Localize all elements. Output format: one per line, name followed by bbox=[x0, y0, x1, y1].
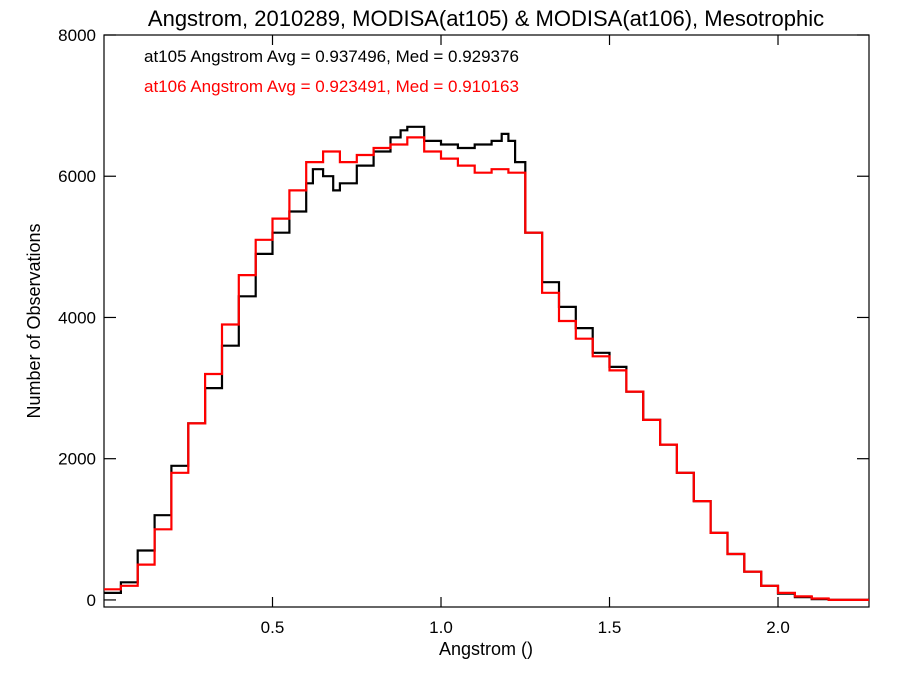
axis-ticks: 0.5 1.0 1.5 2.0 0 2000 4000 6000 8000 bbox=[58, 26, 869, 637]
series-lines bbox=[104, 125, 869, 601]
series-at106 bbox=[104, 136, 869, 601]
y-tick-label: 2000 bbox=[58, 450, 96, 469]
x-tick-label: 0.5 bbox=[261, 618, 285, 637]
x-tick-label: 1.0 bbox=[429, 618, 453, 637]
series-at105 bbox=[104, 125, 869, 601]
legend: at105 Angstrom Avg = 0.937496, Med = 0.9… bbox=[144, 47, 519, 96]
y-tick-label: 6000 bbox=[58, 167, 96, 186]
x-tick-label: 2.0 bbox=[766, 618, 790, 637]
chart-title: Angstrom, 2010289, MODISA(at105) & MODIS… bbox=[148, 6, 824, 31]
y-tick-label: 4000 bbox=[58, 308, 96, 327]
legend-at106: at106 Angstrom Avg = 0.923491, Med = 0.9… bbox=[144, 77, 519, 96]
plot-frame bbox=[103, 34, 870, 608]
x-axis-title: Angstrom () bbox=[439, 639, 533, 659]
x-tick-label: 1.5 bbox=[598, 618, 622, 637]
legend-at105: at105 Angstrom Avg = 0.937496, Med = 0.9… bbox=[144, 47, 519, 66]
y-axis-title: Number of Observations bbox=[24, 223, 44, 418]
y-tick-label: 0 bbox=[87, 591, 96, 610]
y-tick-label: 8000 bbox=[58, 26, 96, 45]
